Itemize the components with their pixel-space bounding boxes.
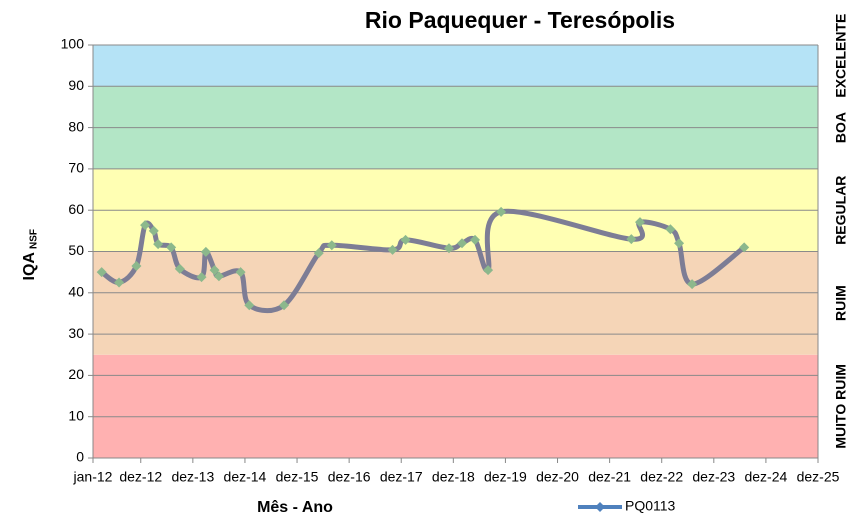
y-tick-label: 80 — [68, 118, 84, 134]
y-tick-label: 0 — [76, 449, 84, 465]
band-label: REGULAR — [833, 176, 849, 245]
x-tick-label: dez-25 — [797, 469, 840, 485]
y-tick-label: 70 — [68, 160, 84, 176]
marker — [674, 238, 685, 249]
marker — [313, 248, 324, 259]
marker — [457, 238, 468, 249]
y-axis-label: IQA — [21, 252, 38, 281]
x-tick-label: dez-21 — [588, 469, 631, 485]
x-tick-label: dez-15 — [276, 469, 319, 485]
marker — [687, 279, 698, 290]
x-tick-label: dez-23 — [692, 469, 735, 485]
y-axis-label-group: IQA NSF — [21, 229, 39, 280]
marker — [174, 263, 185, 274]
marker — [153, 239, 164, 250]
x-tick-label: dez-13 — [171, 469, 214, 485]
chart-title: Rio Paquequer - Teresópolis — [365, 7, 675, 33]
y-tick-label: 100 — [61, 36, 85, 52]
marker — [443, 243, 454, 254]
y-tick-label: 20 — [68, 366, 84, 382]
band-label: EXCELENTE — [833, 14, 849, 98]
band-label: MUITO RUIM — [833, 364, 849, 449]
x-tick-label: dez-17 — [380, 469, 423, 485]
marker — [626, 234, 637, 245]
marker — [196, 272, 207, 283]
marker — [326, 240, 337, 251]
y-axis-label-sub: NSF — [29, 229, 40, 249]
marker — [635, 217, 646, 228]
marker — [739, 242, 750, 253]
x-tick-label: dez-14 — [224, 469, 267, 485]
marker — [483, 265, 494, 276]
y-tick-label: 30 — [68, 325, 84, 341]
marker — [235, 267, 246, 278]
marker — [244, 300, 255, 311]
band — [93, 354, 818, 458]
x-tick-label: dez-12 — [119, 469, 162, 485]
marker — [400, 234, 411, 245]
band-label: BOA — [833, 112, 849, 143]
legend-label: PQ0113 — [625, 498, 676, 514]
marker — [279, 300, 290, 311]
marker — [200, 246, 211, 257]
marker — [140, 220, 151, 231]
x-tick-label: dez-20 — [536, 469, 579, 485]
x-tick-label: dez-19 — [484, 469, 527, 485]
legend-marker — [595, 502, 605, 512]
y-tick-label: 40 — [68, 284, 84, 300]
band-label: RUIM — [833, 285, 849, 321]
marker — [470, 234, 481, 245]
marker — [209, 265, 220, 276]
x-tick-label: dez-18 — [432, 469, 475, 485]
marker — [96, 267, 107, 278]
marker — [665, 224, 676, 235]
x-tick-label: dez-16 — [328, 469, 371, 485]
y-tick-label: 60 — [68, 201, 84, 217]
y-tick-label: 50 — [68, 242, 84, 258]
marker — [387, 244, 398, 255]
marker — [114, 277, 125, 288]
band — [93, 251, 818, 355]
marker — [131, 260, 142, 271]
marker — [213, 271, 224, 282]
marker — [496, 206, 507, 217]
marker — [166, 242, 177, 253]
band — [93, 45, 818, 87]
x-tick-label: jan-12 — [73, 469, 113, 485]
y-tick-label: 90 — [68, 77, 84, 93]
y-tick-label: 10 — [68, 407, 84, 423]
marker — [148, 225, 159, 236]
x-tick-label: dez-22 — [640, 469, 683, 485]
x-tick-label: dez-24 — [744, 469, 787, 485]
x-axis-label: Mês - Ano — [257, 499, 333, 516]
